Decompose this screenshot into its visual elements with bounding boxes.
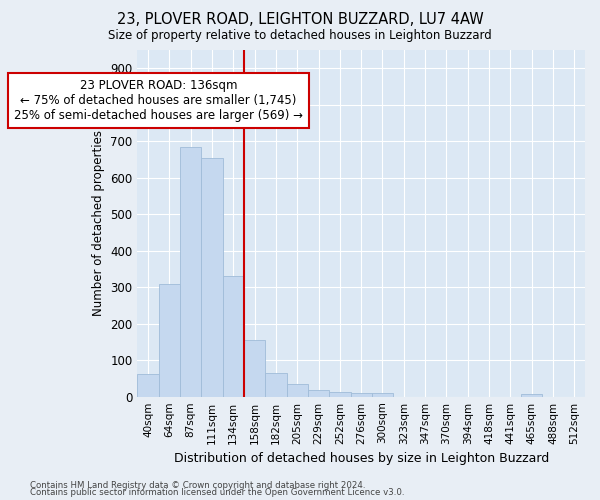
Text: 23 PLOVER ROAD: 136sqm
← 75% of detached houses are smaller (1,745)
25% of semi-: 23 PLOVER ROAD: 136sqm ← 75% of detached… [14, 79, 303, 122]
Bar [137, 374, 158, 396]
Text: 23, PLOVER ROAD, LEIGHTON BUZZARD, LU7 4AW: 23, PLOVER ROAD, LEIGHTON BUZZARD, LU7 4… [116, 12, 484, 28]
Bar [265, 373, 287, 396]
Bar [308, 390, 329, 396]
Bar [350, 393, 372, 396]
X-axis label: Distribution of detached houses by size in Leighton Buzzard: Distribution of detached houses by size … [173, 452, 549, 465]
Bar [329, 392, 350, 396]
Text: Contains public sector information licensed under the Open Government Licence v3: Contains public sector information licen… [30, 488, 404, 497]
Text: Size of property relative to detached houses in Leighton Buzzard: Size of property relative to detached ho… [108, 29, 492, 42]
Bar [287, 384, 308, 396]
Bar [244, 340, 265, 396]
Text: Contains HM Land Registry data © Crown copyright and database right 2024.: Contains HM Land Registry data © Crown c… [30, 480, 365, 490]
Bar [180, 146, 202, 396]
Bar [223, 276, 244, 396]
Bar [372, 393, 393, 396]
Y-axis label: Number of detached properties: Number of detached properties [92, 130, 104, 316]
Bar [158, 284, 180, 397]
Bar [521, 394, 542, 396]
Bar [202, 158, 223, 396]
